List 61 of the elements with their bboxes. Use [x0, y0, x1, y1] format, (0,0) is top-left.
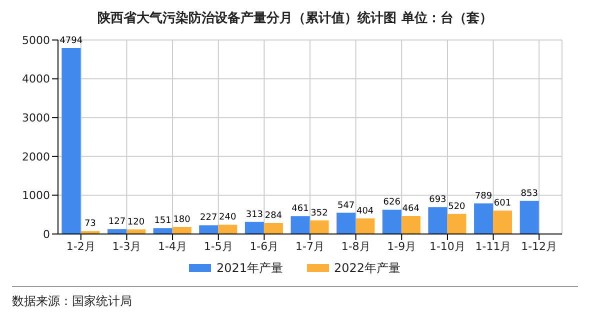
data-label: 404: [356, 206, 374, 216]
data-label: 520: [448, 202, 466, 212]
bar: [199, 225, 218, 234]
data-label: 626: [383, 198, 401, 208]
bar: [153, 228, 172, 234]
bar: [520, 200, 539, 234]
data-label: 547: [337, 200, 355, 211]
bar: [310, 220, 329, 234]
y-tick-label: 0: [43, 228, 50, 241]
x-tick-label: 1-9月: [387, 240, 416, 253]
data-label: 4794: [60, 36, 83, 46]
data-label: 240: [219, 212, 236, 223]
legend-label: 2021年产量: [215, 260, 283, 276]
legend-label: 2022年产量: [333, 260, 401, 276]
data-label: 352: [310, 208, 328, 218]
bar: [172, 227, 192, 234]
bar: [401, 216, 420, 234]
bar: [336, 212, 356, 234]
x-tick-label: 1-5月: [204, 240, 233, 253]
bar: [290, 216, 310, 234]
bar: [62, 48, 81, 234]
bar: [356, 218, 375, 234]
bar: [382, 210, 402, 234]
data-label: 284: [264, 210, 282, 221]
bar: [428, 207, 448, 234]
data-label: 601: [494, 198, 512, 209]
bar: [244, 222, 264, 234]
source-note: 数据来源：国家统计局: [12, 293, 133, 310]
x-tick-label: 1-6月: [250, 240, 279, 253]
y-tick-label: 3000: [22, 112, 50, 125]
bar: [264, 222, 283, 234]
bar: [107, 229, 126, 234]
data-label: 151: [154, 216, 172, 226]
x-tick-label: 1-2月: [66, 240, 96, 253]
data-label: 120: [127, 217, 145, 228]
x-tick-label: 1-7月: [296, 240, 324, 253]
y-tick-label: 5000: [22, 34, 50, 47]
y-tick-label: 4000: [22, 72, 50, 86]
x-tick-label: 1-8月: [341, 240, 370, 253]
data-label: 853: [520, 188, 538, 199]
data-label: 693: [429, 195, 446, 206]
x-tick-label: 1-4月: [158, 240, 188, 253]
data-label: 73: [84, 219, 96, 230]
data-label: 464: [402, 204, 420, 214]
bar: [218, 224, 238, 234]
data-label: 227: [200, 213, 218, 224]
data-label: 127: [108, 217, 126, 228]
data-label: 180: [173, 215, 191, 226]
bar: [493, 210, 512, 234]
x-tick-label: 1-10月: [429, 240, 466, 253]
x-tick-label: 1-11月: [475, 240, 512, 253]
data-label: 461: [292, 204, 309, 214]
bar: [474, 203, 494, 234]
y-tick-label: 2000: [22, 150, 50, 164]
data-label: 789: [474, 191, 492, 202]
chart-title: 陕西省大气污染防治设备产量分月（累计值）统计图 单位：台（套）: [96, 10, 494, 28]
bar: [447, 214, 466, 234]
data-label: 313: [246, 210, 264, 220]
y-tick-label: 1000: [22, 189, 50, 202]
x-tick-label: 1-3月: [112, 240, 142, 253]
x-tick-label: 1-12月: [521, 240, 558, 253]
